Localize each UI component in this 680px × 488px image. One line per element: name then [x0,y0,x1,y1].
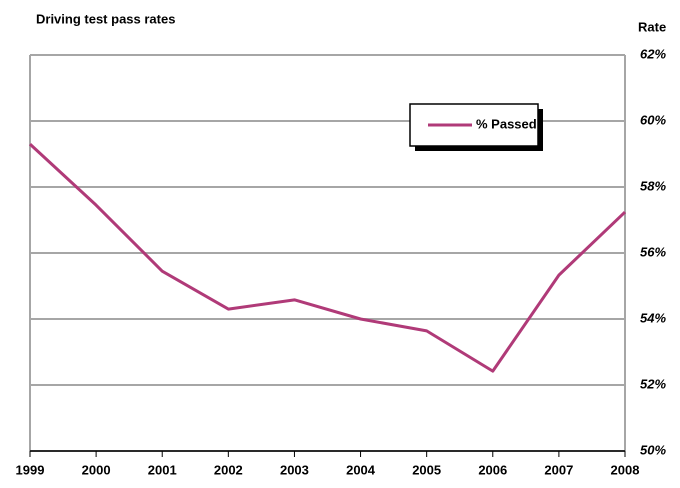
x-tick-label: 2008 [611,462,640,477]
x-tick-label: 2004 [346,462,376,477]
y-tick-label: 54% [640,310,666,325]
legend-label: % Passed [476,116,537,131]
x-tick-label: 2007 [544,462,573,477]
y-tick-label: 56% [640,244,666,259]
y-axis-label: Rate [638,19,666,34]
series-line [28,142,627,373]
x-tick-label: 2001 [148,462,177,477]
y-tick-label: 52% [640,376,666,391]
x-tick-label: 2002 [214,462,243,477]
y-tick-label: 50% [640,442,666,457]
x-tick-label: 2003 [280,462,309,477]
chart-title: Driving test pass rates [36,11,175,26]
y-tick-label: 62% [640,46,666,61]
x-tick-label: 2005 [412,462,441,477]
y-tick-label: 58% [640,178,666,193]
x-tick-label: 1999 [16,462,45,477]
x-tick-label: 2006 [478,462,507,477]
y-tick-label: 60% [640,112,666,127]
x-tick-label: 2000 [82,462,111,477]
